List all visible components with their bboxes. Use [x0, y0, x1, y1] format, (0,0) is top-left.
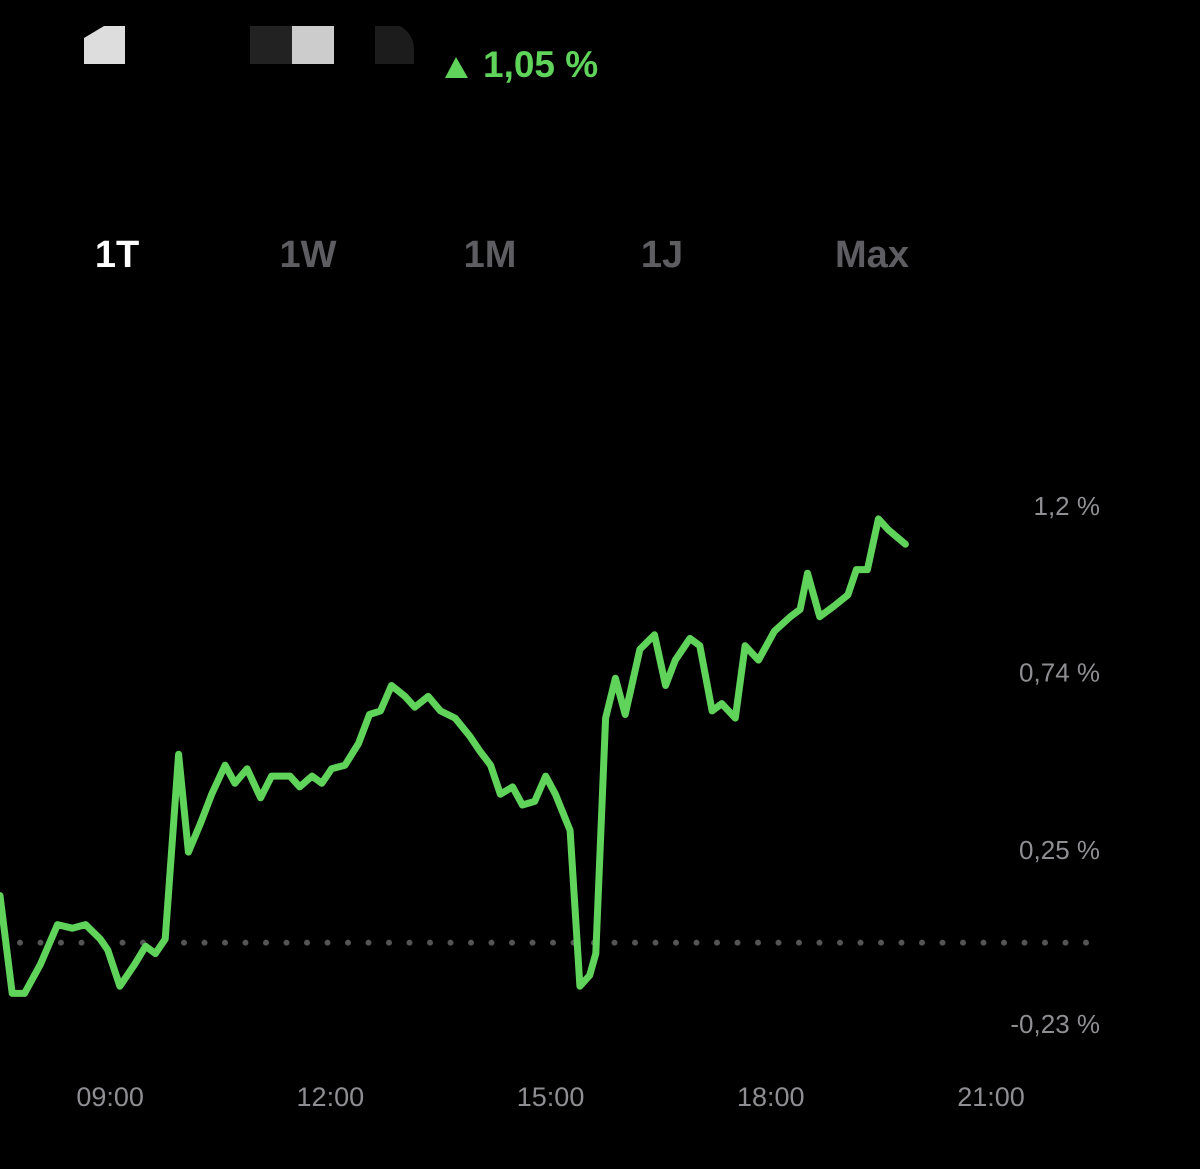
change-percent: 1,05 % [483, 44, 598, 85]
x-tick-label: 09:00 [76, 1082, 144, 1112]
y-tick-label: 0,74 % [1019, 658, 1100, 688]
chart: 1,2 % 0,74 % 0,25 % -0,23 % 09:00 12:00 15:00 1… [0, 491, 1100, 1112]
x-tick-label: 15:00 [517, 1082, 585, 1112]
price-line [0, 515, 909, 997]
redacted-block [250, 26, 292, 64]
range-tabs: 1T 1W 1M 1J Max [95, 234, 909, 276]
up-arrow-icon [445, 57, 468, 78]
range-tab[interactable]: 1W [280, 234, 337, 276]
x-tick-label: 21:00 [957, 1082, 1025, 1112]
range-tab[interactable]: 1J [641, 234, 683, 276]
y-tick-label: -0,23 % [1010, 1009, 1100, 1039]
x-tick-label: 18:00 [737, 1082, 805, 1112]
redacted-block [292, 26, 334, 64]
range-tab[interactable]: Max [835, 234, 909, 276]
range-tab[interactable]: 1M [464, 234, 517, 276]
x-tick-label: 12:00 [297, 1082, 365, 1112]
y-tick-label: 0,25 % [1019, 835, 1100, 865]
redacted-block [375, 26, 414, 64]
range-tab[interactable]: 1T [95, 234, 139, 276]
redacted-block [84, 26, 125, 64]
y-tick-label: 1,2 % [1034, 491, 1101, 521]
